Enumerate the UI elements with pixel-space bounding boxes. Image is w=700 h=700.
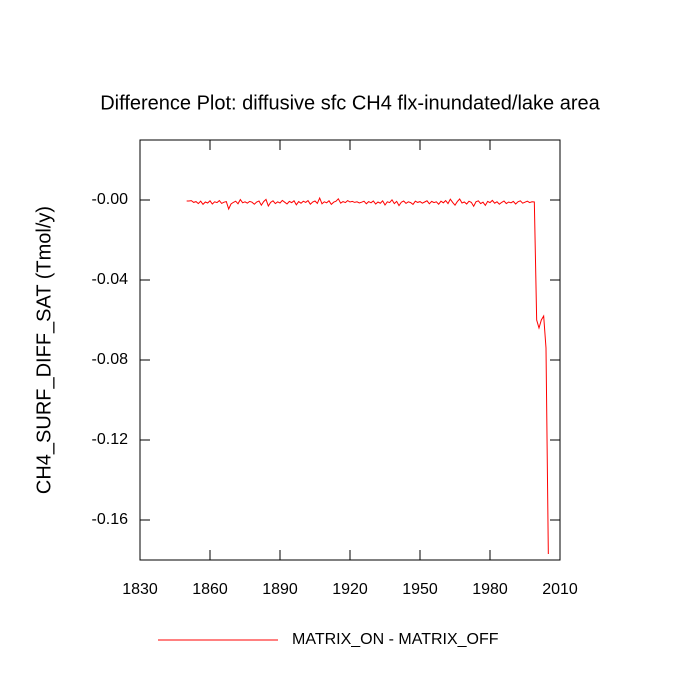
x-tick-label: 1980 — [472, 581, 508, 598]
y-tick-label: -0.12 — [92, 431, 129, 448]
plot-frame — [139, 139, 561, 561]
x-tick-label: 1860 — [192, 581, 228, 598]
x-tick-label: 1890 — [262, 581, 298, 598]
y-tick-label: -0.16 — [92, 511, 129, 528]
y-axis-label: CH4_SURF_DIFF_SAT (Tmol/y) — [33, 206, 55, 494]
x-tick-label: 1950 — [402, 581, 438, 598]
x-tick-label: 1920 — [332, 581, 368, 598]
data-line — [186, 196, 549, 555]
x-tick-label: 1830 — [122, 581, 158, 598]
y-tick-label: -0.00 — [92, 191, 129, 208]
legend-label: MATRIX_ON - MATRIX_OFF — [292, 631, 499, 648]
y-tick-label: -0.04 — [92, 271, 129, 288]
chart-title: Difference Plot: diffusive sfc CH4 flx-i… — [100, 92, 600, 114]
y-tick-label: -0.08 — [92, 351, 129, 368]
x-tick-label: 2010 — [542, 581, 578, 598]
